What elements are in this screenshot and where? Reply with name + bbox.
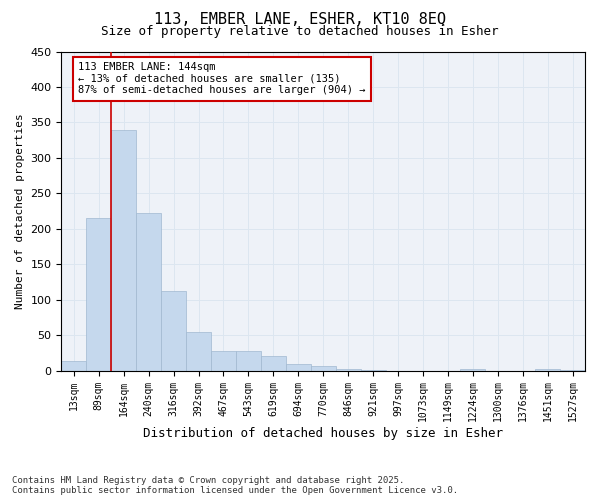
X-axis label: Distribution of detached houses by size in Esher: Distribution of detached houses by size …: [143, 427, 503, 440]
Bar: [61, 362, 86, 370]
Bar: [286, 364, 311, 370]
Y-axis label: Number of detached properties: Number of detached properties: [15, 113, 25, 309]
Text: 113, EMBER LANE, ESHER, KT10 8EQ: 113, EMBER LANE, ESHER, KT10 8EQ: [154, 12, 446, 28]
Text: Size of property relative to detached houses in Esher: Size of property relative to detached ho…: [101, 25, 499, 38]
Bar: [261, 356, 286, 370]
Bar: [335, 369, 361, 370]
Bar: [161, 291, 186, 370]
Bar: [236, 352, 261, 370]
Bar: [86, 218, 111, 370]
Bar: [211, 352, 236, 370]
Bar: [136, 213, 161, 370]
Text: 113 EMBER LANE: 144sqm
← 13% of detached houses are smaller (135)
87% of semi-de: 113 EMBER LANE: 144sqm ← 13% of detached…: [79, 62, 366, 96]
Bar: [111, 130, 136, 370]
Bar: [311, 366, 335, 370]
Bar: [460, 369, 485, 370]
Bar: [186, 332, 211, 370]
Bar: [535, 369, 560, 370]
Text: Contains HM Land Registry data © Crown copyright and database right 2025.
Contai: Contains HM Land Registry data © Crown c…: [12, 476, 458, 495]
